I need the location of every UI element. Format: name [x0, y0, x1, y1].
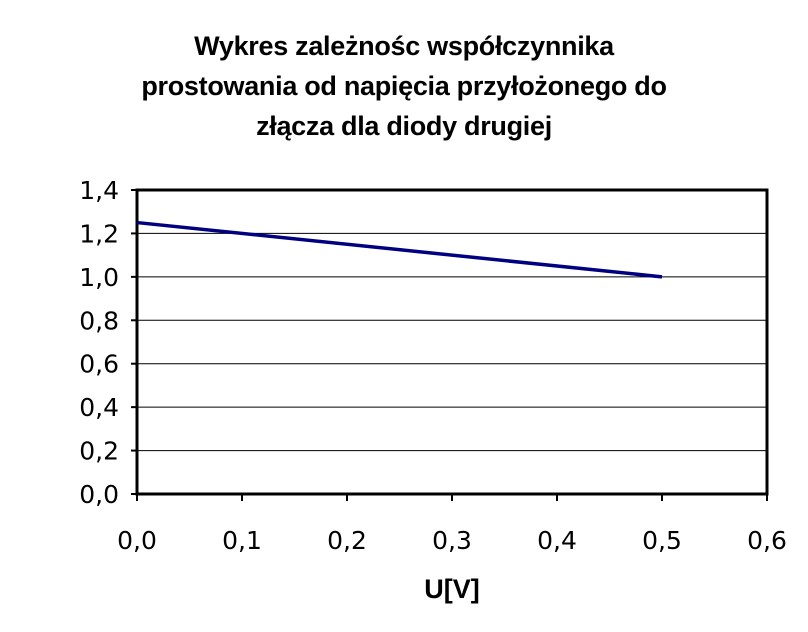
y-tick-label: 0,0	[79, 480, 119, 509]
x-axis-tick-labels: 0,0 0,1 0,2 0,3 0,4 0,5 0,6	[117, 526, 787, 555]
y-tick-label: 0,8	[79, 306, 119, 335]
x-tick-label: 0,0	[117, 526, 157, 555]
gridlines	[131, 189, 767, 495]
x-axis-title: U[V]	[424, 574, 480, 604]
y-tick-label: 1,2	[79, 219, 119, 248]
series-group	[136, 220, 663, 279]
x-tick-label: 0,6	[747, 526, 787, 555]
y-tick-label: 0,2	[79, 437, 119, 466]
plot-area	[135, 188, 769, 496]
x-tick-label: 0,2	[327, 526, 367, 555]
chart-title-line: Wykres zależnośc współczynnika	[194, 31, 614, 61]
series-line	[136, 220, 663, 279]
chart-title-line: złącza dla diody drugiej	[256, 111, 552, 141]
y-tick-label: 1,4	[79, 176, 119, 205]
x-tick-label: 0,1	[222, 526, 262, 555]
chart-title: Wykres zależnośc współczynnika prostowan…	[0, 26, 808, 146]
y-axis-tick-labels: 0,0 0,2 0,4 0,6 0,8 1,0 1,2 1,4	[79, 176, 119, 509]
y-tick-label: 0,4	[79, 393, 119, 422]
x-tick-label: 0,4	[537, 526, 577, 555]
chart-title-line: prostowania od napięcia przyłożonego do	[141, 71, 667, 101]
y-tick-label: 0,6	[79, 350, 119, 379]
x-axis-ticks	[136, 494, 768, 501]
y-tick-label: 1,0	[79, 263, 119, 292]
x-tick-label: 0,5	[642, 526, 682, 555]
x-tick-label: 0,3	[432, 526, 472, 555]
